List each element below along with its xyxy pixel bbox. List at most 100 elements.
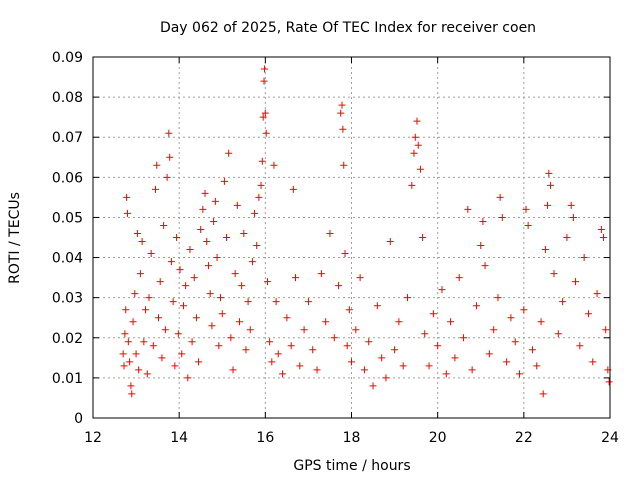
data-point (442, 370, 450, 378)
data-point (201, 189, 209, 197)
data-point (340, 161, 348, 169)
data-point (145, 294, 153, 302)
data-point (136, 270, 144, 278)
data-point (352, 326, 360, 334)
y-tick-label: 0.08 (52, 90, 83, 106)
data-point (341, 250, 349, 258)
data-point (154, 314, 162, 322)
data-point (215, 342, 223, 350)
data-point (176, 266, 184, 274)
data-point (602, 326, 610, 334)
data-point (184, 374, 192, 382)
data-point (391, 346, 399, 354)
data-point (143, 370, 151, 378)
data-point (547, 181, 555, 189)
data-point (576, 342, 584, 350)
data-point (451, 354, 459, 362)
data-point (563, 234, 571, 241)
data-point (291, 274, 299, 282)
data-point (135, 366, 143, 374)
data-point (494, 294, 502, 302)
data-point (528, 346, 536, 354)
data-point (210, 217, 218, 225)
data-point (414, 141, 422, 149)
data-point (258, 157, 266, 165)
data-point (524, 221, 532, 229)
data-point (356, 274, 364, 282)
data-point (121, 330, 129, 338)
data-point (263, 278, 271, 286)
y-tick-label: 0.03 (52, 291, 83, 307)
data-point (127, 382, 135, 390)
data-point (169, 298, 177, 306)
y-axis-label: ROTI / TECUs (7, 192, 23, 284)
data-point (550, 270, 558, 278)
y-tick-label: 0.04 (52, 251, 83, 267)
data-point (261, 109, 269, 117)
data-points (119, 65, 613, 398)
data-point (142, 306, 150, 314)
data-point (158, 354, 166, 362)
data-point (472, 302, 480, 310)
data-point (343, 342, 351, 350)
data-point (131, 290, 139, 298)
data-point (138, 238, 146, 246)
data-point (559, 298, 567, 306)
chart-title: Day 062 of 2025, Rate Of TEC Index for r… (160, 20, 536, 36)
data-point (287, 342, 295, 350)
x-tick-label: 14 (170, 430, 188, 446)
data-point (511, 338, 519, 346)
grid-lines (93, 57, 610, 418)
data-point (229, 366, 237, 374)
data-point (429, 310, 437, 318)
data-point (182, 282, 190, 290)
data-point (122, 306, 130, 314)
data-point (128, 390, 136, 398)
data-point (126, 358, 134, 366)
x-tick-label: 24 (601, 430, 619, 446)
data-point (338, 101, 346, 109)
y-tick-label: 0.09 (52, 50, 83, 66)
data-point (411, 133, 419, 141)
data-point (217, 294, 225, 302)
data-point (369, 382, 377, 390)
data-point (223, 234, 231, 241)
data-point (413, 117, 421, 125)
data-point (206, 290, 214, 298)
x-tick-label: 18 (343, 430, 361, 446)
y-tick-label: 0.05 (52, 210, 83, 226)
data-point (190, 274, 198, 282)
data-point (479, 217, 487, 225)
data-point (208, 322, 216, 330)
data-point (541, 246, 549, 254)
data-point (410, 149, 418, 157)
data-point (260, 77, 268, 85)
data-point (464, 205, 472, 213)
data-point (151, 185, 159, 193)
data-point (259, 113, 267, 121)
data-point (289, 185, 297, 193)
x-tick-label: 20 (429, 430, 447, 446)
data-point (421, 330, 429, 338)
data-point (171, 362, 179, 370)
data-point (554, 330, 562, 338)
data-point (507, 314, 515, 322)
data-point (434, 342, 442, 350)
data-point (133, 229, 141, 237)
data-point (242, 346, 250, 354)
data-point (447, 318, 455, 326)
data-point (203, 238, 211, 246)
data-point (153, 161, 161, 169)
data-point (233, 201, 241, 209)
data-point (337, 109, 345, 117)
data-point (399, 362, 407, 370)
data-point (124, 338, 132, 346)
data-point (309, 346, 317, 354)
data-point (240, 229, 248, 237)
data-point (156, 278, 164, 286)
data-point (395, 318, 403, 326)
data-point (404, 294, 412, 302)
data-point (166, 153, 174, 161)
data-point (348, 358, 355, 366)
